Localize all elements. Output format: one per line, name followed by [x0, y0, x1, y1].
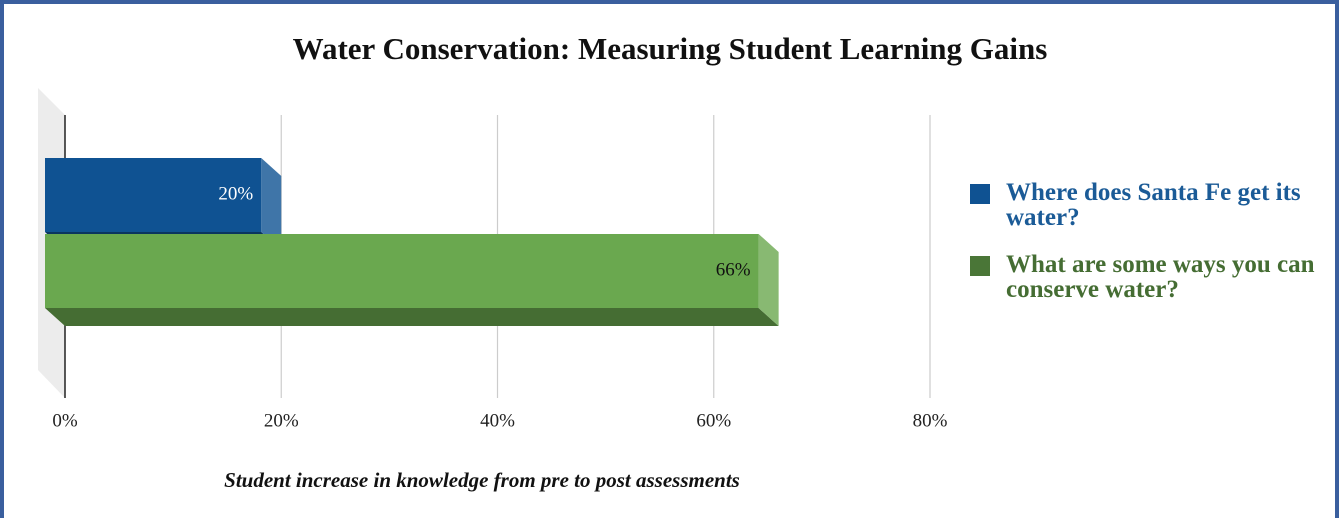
- x-axis-label: Student increase in knowledge from pre t…: [224, 468, 740, 492]
- x-tick-label: 20%: [264, 410, 299, 431]
- x-tick-label: 40%: [480, 410, 515, 431]
- x-tick-label: 80%: [913, 410, 948, 431]
- bar: [45, 234, 759, 308]
- bar: [45, 158, 262, 232]
- bar-bottom: [45, 308, 779, 326]
- x-tick-label: 0%: [52, 410, 78, 431]
- value-label: 20%: [218, 183, 253, 204]
- bar-side: [261, 158, 282, 250]
- chart-title: Water Conservation: Measuring Student Le…: [293, 31, 1048, 66]
- x-tick-label: 60%: [696, 410, 731, 431]
- legend: Where does Santa Fe get its water? What a…: [970, 180, 1320, 324]
- legend-label: What are some ways you can conserve wate…: [1006, 251, 1315, 303]
- legend-label: Where does Santa Fe get its water?: [1006, 179, 1301, 231]
- legend-swatch: [970, 184, 990, 204]
- legend-item: Where does Santa Fe get its water?: [970, 180, 1320, 230]
- legend-swatch: [970, 256, 990, 276]
- legend-item: What are some ways you can conserve wate…: [970, 252, 1320, 302]
- value-label: 66%: [716, 259, 751, 280]
- bar-side: [758, 234, 779, 326]
